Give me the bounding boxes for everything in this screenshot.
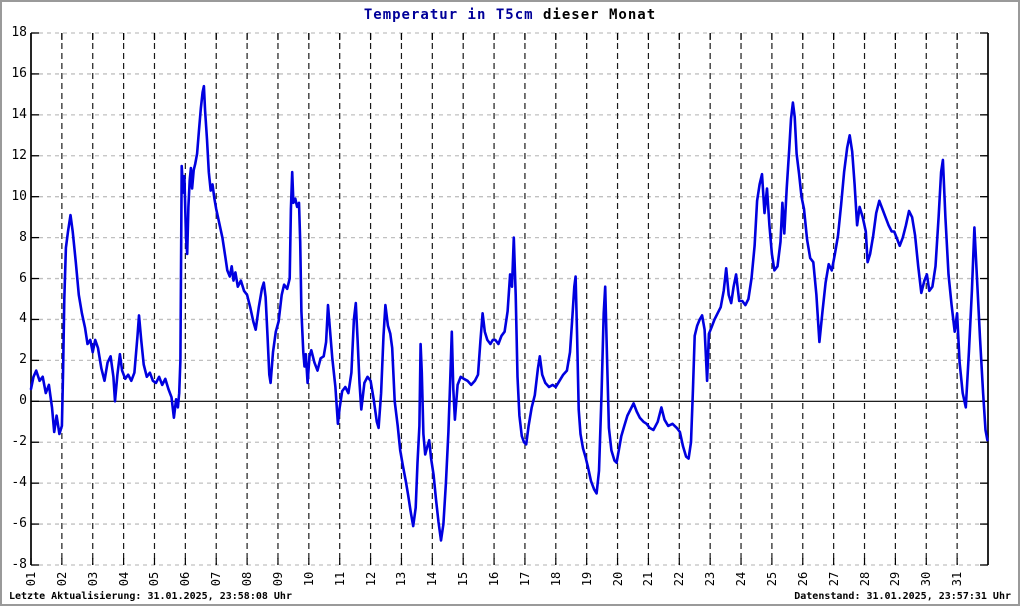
x-tick-label: 01 bbox=[24, 571, 38, 587]
x-tick-label: 05 bbox=[147, 571, 162, 587]
y-tick-label: 10 bbox=[11, 188, 27, 204]
y-tick-label: 8 bbox=[19, 229, 27, 245]
x-tick-label: 18 bbox=[548, 571, 563, 587]
temperature-line bbox=[29, 84, 989, 542]
x-tick-label: 28 bbox=[857, 571, 872, 587]
x-tick-label: 11 bbox=[332, 571, 347, 587]
y-tick-label: -6 bbox=[11, 516, 27, 532]
y-tick-label: -2 bbox=[11, 434, 27, 450]
chart-title-accent: Temperatur in T5cm bbox=[363, 7, 534, 23]
x-tick-label: 16 bbox=[487, 571, 502, 587]
x-tick-label: 29 bbox=[888, 571, 903, 587]
x-tick-label: 02 bbox=[54, 571, 69, 587]
y-tick-label: 0 bbox=[19, 393, 27, 409]
chart-title-plain: dieser Monat bbox=[533, 7, 657, 23]
x-tick-label: 21 bbox=[641, 571, 656, 587]
x-tick-label: 10 bbox=[301, 571, 316, 587]
x-tick-label: 07 bbox=[209, 571, 224, 587]
x-tick-label: 30 bbox=[919, 571, 934, 587]
y-tick-label: 14 bbox=[11, 106, 27, 122]
x-tick-label: 15 bbox=[456, 571, 471, 587]
y-tick-label: -8 bbox=[11, 557, 27, 572]
y-tick-label: 2 bbox=[19, 352, 27, 368]
x-tick-label: 22 bbox=[672, 571, 687, 587]
x-tick-label: 27 bbox=[826, 571, 841, 587]
x-tick-label: 04 bbox=[116, 571, 131, 587]
x-tick-label: 20 bbox=[610, 571, 625, 587]
chart-title: Temperatur in T5cm dieser Monat bbox=[2, 7, 1018, 23]
x-tick-label: 25 bbox=[764, 571, 779, 587]
x-tick-label: 14 bbox=[425, 571, 440, 587]
last-update-text: Letzte Aktualisierung: 31.01.2025, 23:58… bbox=[9, 591, 292, 602]
y-tick-label: -4 bbox=[11, 475, 27, 491]
x-tick-label: 06 bbox=[178, 571, 193, 587]
x-tick-label: 08 bbox=[240, 571, 255, 587]
y-tick-label: 16 bbox=[11, 65, 27, 81]
x-tick-label: 09 bbox=[270, 571, 285, 587]
x-tick-label: 13 bbox=[394, 571, 409, 587]
y-tick-label: 4 bbox=[19, 311, 27, 327]
data-state-text: Datenstand: 31.01.2025, 23:57:31 Uhr bbox=[794, 591, 1011, 602]
x-tick-label: 23 bbox=[703, 571, 718, 587]
x-tick-label: 26 bbox=[795, 571, 810, 587]
y-tick-label: 18 bbox=[11, 25, 27, 40]
x-tick-label: 19 bbox=[579, 571, 594, 587]
x-tick-label: 12 bbox=[363, 571, 378, 587]
x-tick-label: 31 bbox=[950, 571, 965, 587]
x-tick-label: 24 bbox=[734, 571, 749, 587]
x-tick-label: 03 bbox=[85, 571, 100, 587]
y-tick-label: 12 bbox=[11, 147, 27, 163]
y-tick-label: 6 bbox=[19, 270, 27, 286]
x-tick-label: 17 bbox=[517, 571, 532, 587]
